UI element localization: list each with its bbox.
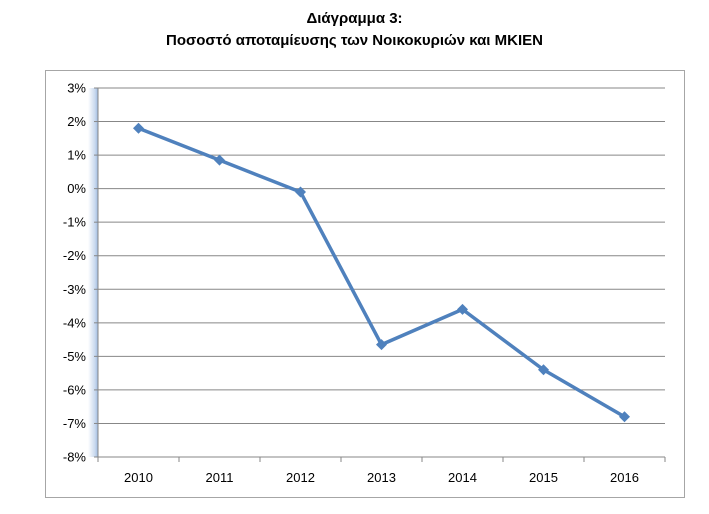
x-tick-label: 2012: [286, 470, 315, 485]
y-tick-label: -6%: [63, 382, 87, 397]
y-tick-label: -8%: [63, 450, 87, 465]
data-point-marker: [619, 411, 630, 423]
x-tick-label: 2015: [529, 470, 558, 485]
x-tick-label: 2011: [206, 470, 234, 485]
y-tick-label: -3%: [63, 282, 87, 297]
y-tick-label: -4%: [63, 315, 87, 330]
chart-title: Διάγραμμα 3:: [306, 10, 403, 27]
chart-title-block: Διάγραμμα 3: Ποσοστό αποταμίευσης των Νο…: [0, 8, 709, 52]
y-tick-label: -2%: [63, 248, 87, 263]
x-tick-label: 2016: [610, 470, 639, 485]
y-tick-label: 3%: [67, 81, 86, 96]
y-tick-label: -7%: [63, 416, 87, 431]
y-axis-shade: [88, 88, 98, 457]
x-tick-label: 2013: [367, 470, 396, 485]
data-point-marker: [538, 364, 549, 376]
x-tick-label: 2014: [448, 470, 477, 485]
series-line: [137, 126, 626, 419]
data-point-marker: [457, 303, 468, 315]
y-tick-label: 0%: [67, 181, 86, 196]
data-point-marker: [376, 339, 387, 351]
chart-frame: [45, 70, 685, 498]
data-point-marker: [133, 122, 144, 134]
y-tick-label: -1%: [63, 215, 87, 230]
chart-subtitle: Ποσοστό αποταμίευσης των Νοικοκυριών και…: [166, 32, 543, 49]
y-tick-label: -5%: [63, 349, 87, 364]
data-point-marker: [214, 154, 225, 166]
data-point-marker: [295, 186, 306, 198]
y-tick-label: 1%: [67, 148, 86, 163]
x-tick-label: 2010: [124, 470, 153, 485]
y-tick-label: 2%: [67, 114, 86, 129]
